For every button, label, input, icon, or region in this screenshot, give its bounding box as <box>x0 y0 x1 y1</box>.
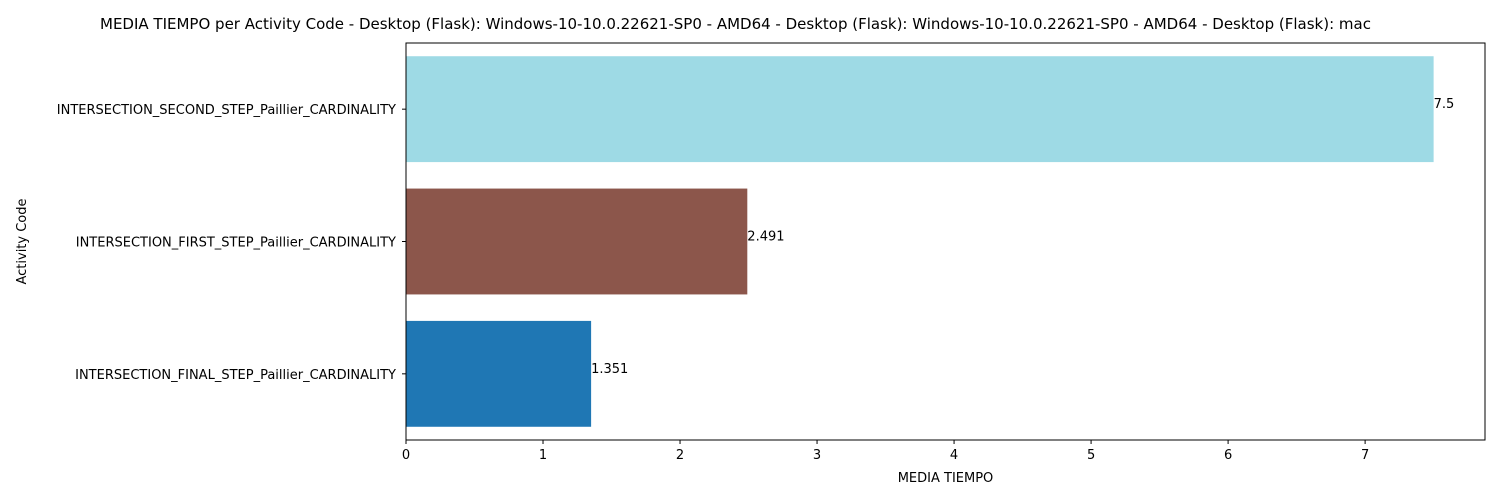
x-axis-label: MEDIA TIEMPO <box>898 471 994 486</box>
bar-value-label: 1.351 <box>591 362 628 377</box>
y-axis-ticks: INTERSECTION_SECOND_STEP_Paillier_CARDIN… <box>57 103 406 383</box>
bar <box>406 56 1434 163</box>
x-axis-ticks: 0 1 2 3 4 5 6 7 <box>402 440 1369 463</box>
bar <box>406 188 748 295</box>
value-labels-group: 7.5 2.491 1.351 <box>591 97 1454 377</box>
x-tick-label: 6 <box>1224 448 1232 463</box>
bar-value-label: 7.5 <box>1434 97 1455 112</box>
x-tick-label: 5 <box>1087 448 1095 463</box>
x-tick-label: 7 <box>1361 448 1369 463</box>
y-tick-label: INTERSECTION_SECOND_STEP_Paillier_CARDIN… <box>57 103 396 118</box>
y-tick-label: INTERSECTION_FIRST_STEP_Paillier_CARDINA… <box>76 236 396 251</box>
bar-value-label: 2.491 <box>747 230 784 245</box>
x-tick-label: 2 <box>676 448 684 463</box>
x-tick-label: 4 <box>950 448 958 463</box>
chart-title: MEDIA TIEMPO per Activity Code - Desktop… <box>100 15 1371 33</box>
y-tick-label: INTERSECTION_FINAL_STEP_Paillier_CARDINA… <box>75 368 396 383</box>
bar <box>406 320 592 427</box>
x-tick-label: 3 <box>813 448 821 463</box>
y-axis-label: Activity Code <box>15 198 30 284</box>
bars-group <box>406 56 1434 427</box>
plot-frame <box>405 42 1486 441</box>
x-tick-label: 0 <box>402 448 410 463</box>
x-tick-label: 1 <box>539 448 547 463</box>
